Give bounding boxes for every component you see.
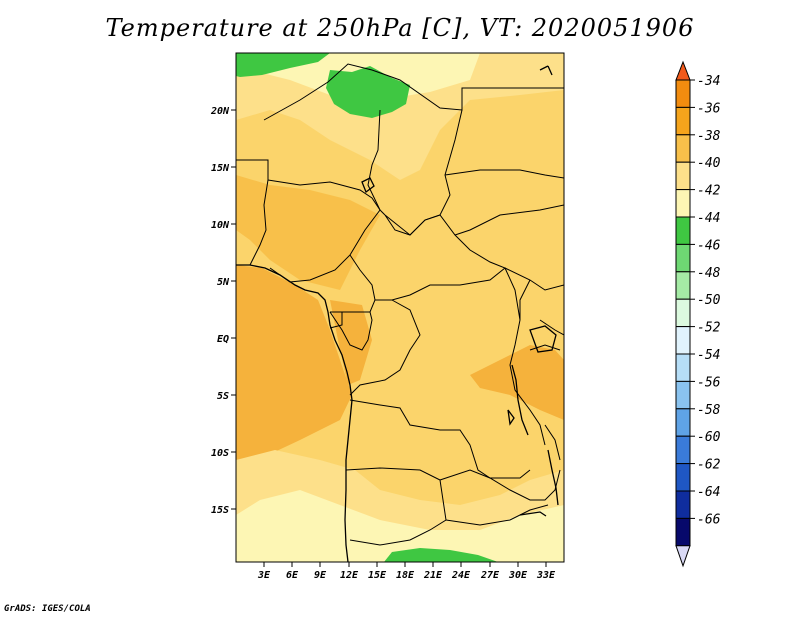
border-east-africa xyxy=(529,319,564,461)
map-frame xyxy=(235,52,565,563)
border-southern xyxy=(445,504,549,526)
lon-label: 24E xyxy=(451,570,471,581)
temperature-field xyxy=(236,53,564,562)
lat-label: 10S xyxy=(211,448,229,459)
lon-label: 33E xyxy=(536,570,556,581)
field-very-warm-ocean xyxy=(236,265,352,460)
lon-label: 3E xyxy=(257,570,271,581)
border-west-coast xyxy=(236,159,269,266)
colorbar-label: -56 xyxy=(697,375,721,390)
colorbar: -34 -36 -38 -40 -42 -44 -46 -48 -50 -52 -54 -56 -58 -… xyxy=(675,60,721,568)
border-niger-chad xyxy=(367,109,386,216)
lon-label: 9E xyxy=(314,570,327,581)
colorbar-label: -40 xyxy=(697,156,721,171)
lon-label: 15E xyxy=(368,570,387,581)
colorbar-label: -38 xyxy=(697,129,721,144)
nile-coast xyxy=(539,65,553,76)
colorbar-swatch xyxy=(675,298,691,328)
colorbar-label: -48 xyxy=(697,266,721,281)
border-south-sudan xyxy=(504,267,564,320)
colorbar-label: -58 xyxy=(697,403,721,418)
coast-gulf-of-guinea xyxy=(236,264,353,562)
lake-tanganyika xyxy=(511,364,529,436)
colorbar-top-arrow xyxy=(675,60,691,81)
colorbar-label: -34 xyxy=(697,74,720,89)
colorbar-swatch xyxy=(675,408,691,437)
colorbar-label: -52 xyxy=(697,321,721,336)
colorbar-swatch xyxy=(675,271,691,300)
colorbar-swatch xyxy=(675,490,691,519)
border-drc-north xyxy=(349,299,421,396)
border-car xyxy=(375,214,506,301)
field-green-north-west xyxy=(236,53,330,77)
field-warm-gulf xyxy=(330,300,372,385)
lake-mweru xyxy=(507,409,515,426)
lake-chad xyxy=(361,177,375,194)
colorbar-label: -64 xyxy=(697,485,720,500)
lat-ticks xyxy=(231,109,236,510)
lat-label: 5N xyxy=(217,277,230,288)
field-cooler-south xyxy=(236,490,564,562)
colorbar-label: -62 xyxy=(697,458,721,473)
grads-credit: GrADS: IGES/COLA xyxy=(4,604,91,614)
border-congo-gabon xyxy=(329,311,373,351)
colorbar-label: -60 xyxy=(697,430,721,445)
colorbar-label: -44 xyxy=(697,211,720,226)
lon-label: 6E xyxy=(286,570,299,581)
lon-label: 27E xyxy=(480,570,500,581)
colorbar-swatch xyxy=(675,161,691,191)
colorbar-swatch xyxy=(675,79,691,108)
colorbar-label: -36 xyxy=(697,101,721,116)
lon-label: 30E xyxy=(508,570,528,581)
lat-labels: 20N 15N 10N 5N EQ 5S 10S 15S xyxy=(210,106,230,516)
border-nigeria xyxy=(267,179,381,283)
field-green-south xyxy=(384,548,498,562)
colorbar-bottom-arrow xyxy=(675,545,691,568)
lake-malawi xyxy=(547,449,559,506)
coastlines xyxy=(236,65,559,562)
border-zambia xyxy=(439,469,561,501)
colorbar-label: -46 xyxy=(697,238,721,253)
colorbar-swatch xyxy=(675,189,691,218)
colorbar-label: -54 xyxy=(697,348,720,363)
colorbar-swatch xyxy=(675,463,691,492)
lat-label: 15S xyxy=(211,505,229,516)
border-sudan xyxy=(444,169,564,236)
border-north-sahara xyxy=(263,63,564,121)
colorbar-swatch xyxy=(675,106,691,136)
lake-kariba xyxy=(519,511,547,517)
lon-label: 18E xyxy=(396,570,415,581)
border-angola xyxy=(349,399,531,479)
field-warm-east xyxy=(470,345,564,420)
map-title: Temperature at 250hPa [C], VT: 202005190… xyxy=(105,14,695,42)
colorbar-swatch xyxy=(675,134,691,163)
lat-label: 10N xyxy=(211,220,230,231)
lon-labels: 3E 6E 9E 12E 15E 18E 21E 24E 27E 30E 33E xyxy=(257,570,556,581)
colorbar-label: -66 xyxy=(697,512,721,527)
lat-label: EQ xyxy=(217,334,229,345)
lat-label: 5S xyxy=(217,391,229,402)
field-green-north-center xyxy=(326,66,410,118)
country-borders xyxy=(236,63,564,546)
lon-ticks xyxy=(263,562,547,567)
lat-label: 20N xyxy=(210,106,230,117)
lon-label: 21E xyxy=(423,570,443,581)
colorbar-label: -50 xyxy=(697,293,721,308)
lat-label: 15N xyxy=(211,163,230,174)
lon-label: 12E xyxy=(340,570,359,581)
border-drc-east xyxy=(504,267,546,446)
colorbar-swatch xyxy=(675,517,691,547)
colorbar-swatch xyxy=(675,435,691,465)
colorbar-swatch xyxy=(675,353,691,382)
colorbar-label: -42 xyxy=(697,184,721,199)
colorbar-swatch xyxy=(675,380,691,410)
colorbar-swatch xyxy=(675,216,691,245)
colorbar-swatch xyxy=(675,326,691,355)
lake-victoria xyxy=(529,325,557,353)
colorbar-swatch xyxy=(675,243,691,273)
